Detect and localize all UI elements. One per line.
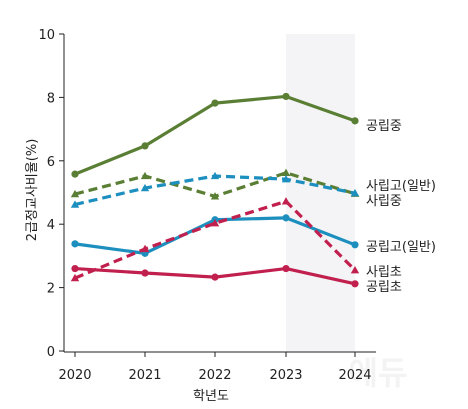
x-tick-label: 2022 <box>198 368 231 383</box>
series-6 <box>71 264 359 288</box>
data-point <box>71 240 79 248</box>
data-point <box>210 192 220 200</box>
highlight-band <box>286 34 355 352</box>
data-point <box>71 264 79 273</box>
series-3 <box>70 171 360 208</box>
series-label: 공립초 <box>366 280 402 295</box>
data-point <box>282 92 290 101</box>
y-tick-label: 0 <box>47 345 55 360</box>
y-tick-label: 6 <box>47 155 55 170</box>
data-point <box>351 241 359 249</box>
data-point <box>210 219 220 227</box>
data-point <box>140 244 150 253</box>
data-point <box>281 197 291 205</box>
data-point <box>282 214 290 222</box>
data-point <box>350 188 360 197</box>
x-tick-label: 2021 <box>128 368 161 383</box>
x-tick-label: 2020 <box>58 368 91 383</box>
data-point <box>211 99 219 107</box>
data-point <box>141 269 149 277</box>
series-line <box>74 199 357 280</box>
y-tick-label: 8 <box>47 91 55 106</box>
x-axis-title: 학년도 <box>193 389 229 404</box>
data-point <box>210 171 220 180</box>
series-5 <box>70 197 360 282</box>
watermark: 에듀 <box>349 354 408 392</box>
data-point <box>140 183 150 192</box>
data-point <box>70 273 80 282</box>
data-point <box>282 264 290 273</box>
data-point <box>211 273 219 281</box>
series-label: 공립중 <box>366 119 402 134</box>
x-tick-label: 2024 <box>338 368 371 383</box>
y-tick-label: 10 <box>38 28 55 43</box>
data-point <box>350 265 360 274</box>
data-point <box>351 280 359 288</box>
data-point <box>141 142 149 150</box>
data-point <box>351 117 359 125</box>
series-label: 사립고(일반) <box>366 179 436 194</box>
series-label: 공립고(일반) <box>366 240 436 255</box>
data-point <box>71 170 79 178</box>
y-axis-title: 2급정교사비율(%) <box>25 139 40 242</box>
data-point <box>281 168 291 176</box>
y-tick-label: 4 <box>47 218 55 233</box>
data-point <box>281 174 291 183</box>
series-1 <box>71 92 359 178</box>
data-point <box>140 171 150 180</box>
y-tick-label: 2 <box>47 282 55 297</box>
data-point <box>70 189 80 198</box>
series-label: 사립중 <box>366 194 402 209</box>
series-label: 사립초 <box>366 265 402 280</box>
x-tick-label: 2023 <box>269 368 302 383</box>
data-point <box>70 200 80 208</box>
